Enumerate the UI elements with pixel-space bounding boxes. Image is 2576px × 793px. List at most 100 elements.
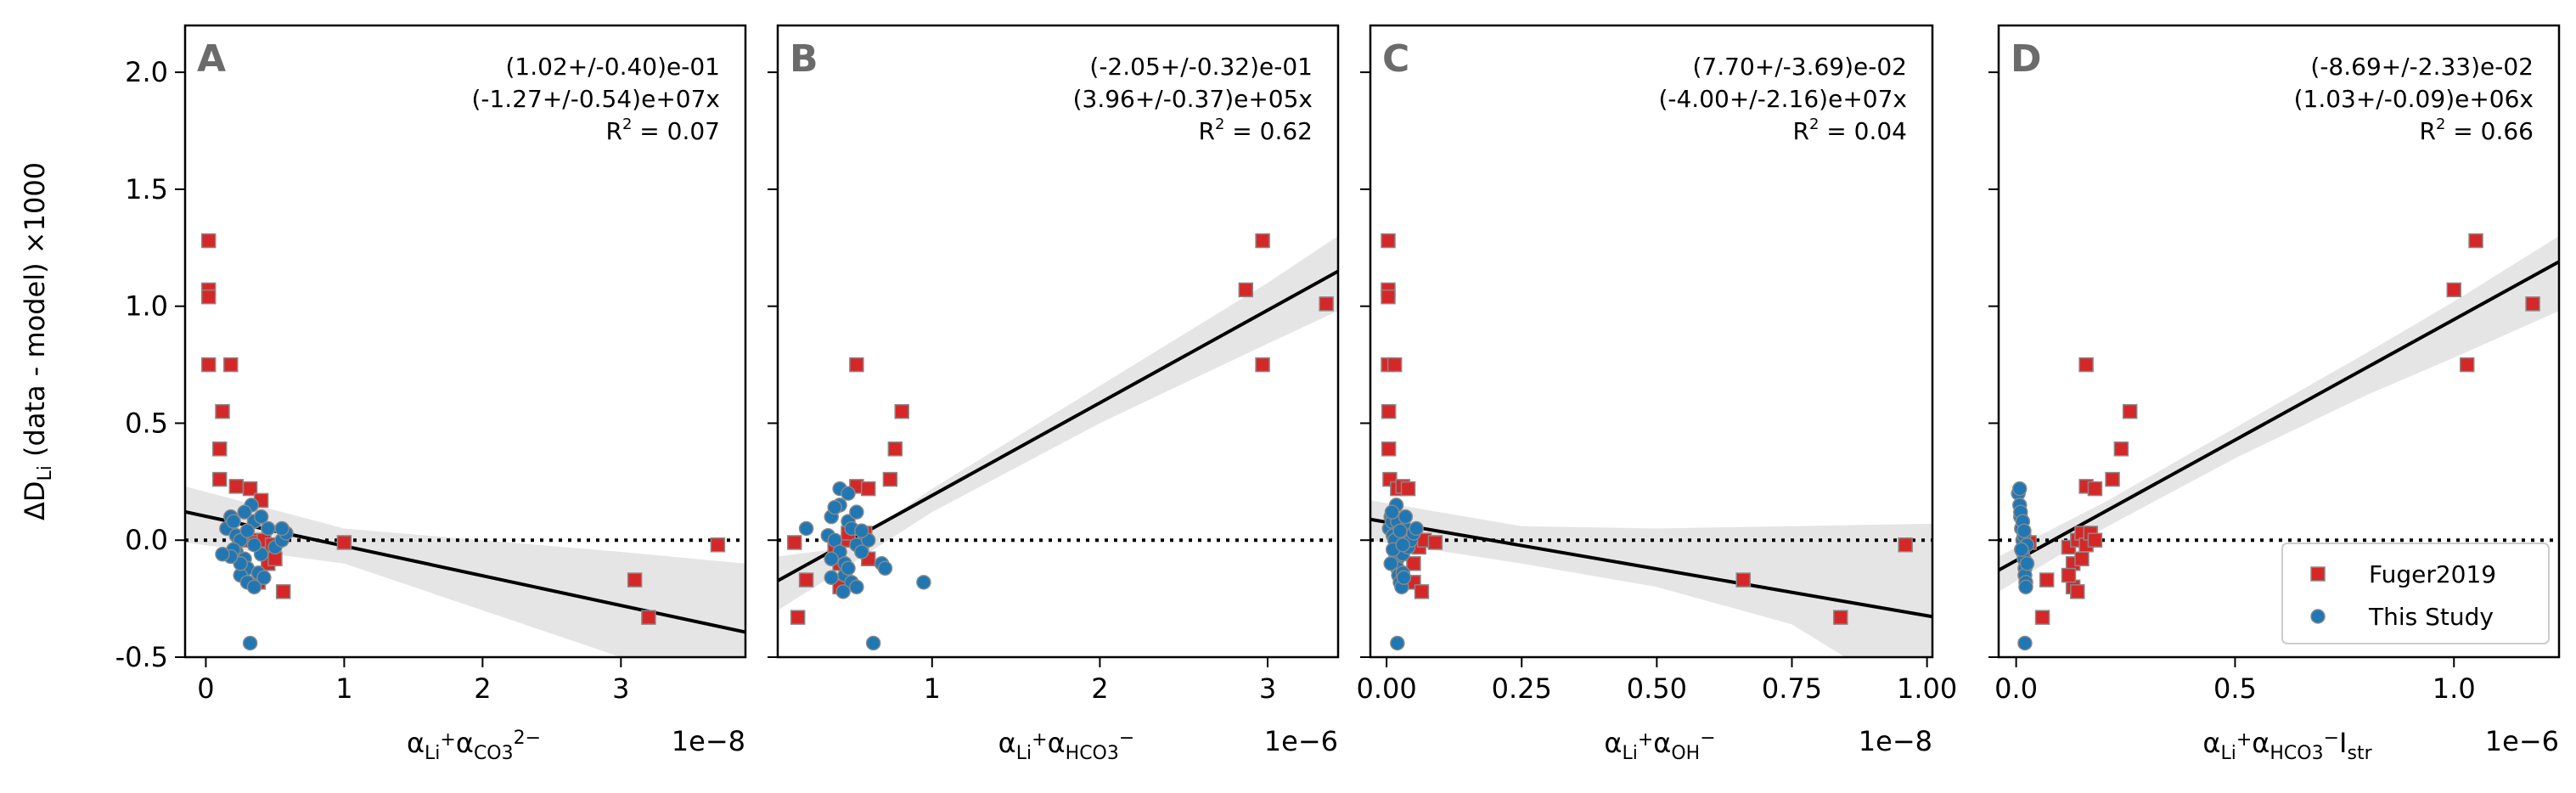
r-squared-text: R2 = 0.62 xyxy=(1198,115,1313,145)
data-point-fuger2019 xyxy=(200,233,217,249)
fit-slope-text: (3.96+/-0.37)e+05x xyxy=(1073,85,1313,113)
data-point-fuger2019 xyxy=(2078,357,2094,373)
x-title-sub: Li xyxy=(425,743,440,764)
x-tick-label: 0.0 xyxy=(1994,672,2038,705)
r-squared-value: = 0.62 xyxy=(1224,117,1313,145)
axes-frame xyxy=(1997,24,2561,659)
x-title-sup-charge: − xyxy=(2324,728,2339,749)
data-point-this-study xyxy=(226,514,241,529)
panel-letter: C xyxy=(1382,37,1409,81)
panel-letter: A xyxy=(197,37,226,81)
fit-slope-text: (-4.00+/-2.16)e+07x xyxy=(1658,85,1907,113)
series-fuger2019 xyxy=(2022,233,2540,625)
axes-frame xyxy=(776,24,1340,659)
r-squared-text: R2 = 0.07 xyxy=(605,115,720,145)
x-tick-label: 3 xyxy=(612,672,629,705)
data-point-this-study xyxy=(2018,579,2033,595)
x-title-sup: + xyxy=(2236,729,2252,751)
legend-marker-fuger2019 xyxy=(2310,566,2326,582)
x-tick-label: 0.25 xyxy=(1492,672,1552,705)
data-point-this-study xyxy=(2019,556,2035,571)
data-point-this-study xyxy=(841,486,856,501)
data-point-this-study xyxy=(877,560,893,576)
x-tick-label: 0.75 xyxy=(1762,672,1822,705)
x-offset-label: 1e−6 xyxy=(1264,725,1338,757)
series-this-study xyxy=(798,481,931,651)
data-point-fuger2019 xyxy=(242,481,258,497)
plot-area xyxy=(185,233,745,657)
r-squared-text: R2 = 0.04 xyxy=(1792,115,1907,145)
data-point-this-study xyxy=(854,523,869,538)
x-offset-label: 1e−6 xyxy=(2485,725,2559,757)
data-point-this-study xyxy=(824,551,839,567)
data-point-this-study xyxy=(253,509,269,525)
x-axis-title: αLi+αOH− xyxy=(1604,727,1715,764)
y-tick-label: 0.0 xyxy=(125,524,168,556)
legend-frame xyxy=(2281,543,2550,644)
x-title-sup-charge: − xyxy=(1700,728,1715,749)
data-point-this-study xyxy=(1395,537,1410,553)
data-point-fuger2019 xyxy=(894,403,909,419)
data-point-fuger2019 xyxy=(1381,233,1396,249)
data-point-fuger2019 xyxy=(200,289,217,305)
fit-intercept-text: (7.70+/-3.69)e-02 xyxy=(1693,53,1908,81)
data-point-fuger2019 xyxy=(2039,572,2055,588)
data-point-fuger2019 xyxy=(882,471,898,487)
fit-intercept-text: (1.02+/-0.40)e-01 xyxy=(506,53,721,81)
confidence-band xyxy=(778,236,1338,610)
data-point-fuger2019 xyxy=(849,357,864,373)
data-point-fuger2019 xyxy=(1400,481,1416,497)
x-title-alpha: α xyxy=(1653,727,1671,759)
r-squared-sup: 2 xyxy=(622,115,632,133)
data-point-fuger2019 xyxy=(627,572,643,588)
x-title-alpha: α xyxy=(407,727,425,759)
x-title-sub: OH xyxy=(1671,743,1700,764)
data-point-fuger2019 xyxy=(1381,289,1396,305)
data-point-fuger2019 xyxy=(1735,572,1751,588)
data-point-fuger2019 xyxy=(860,481,876,497)
legend-label: Fuger2019 xyxy=(2369,560,2496,588)
axes-frame xyxy=(183,24,747,659)
data-point-this-study xyxy=(2017,635,2033,651)
data-point-fuger2019 xyxy=(1898,537,1913,553)
data-point-this-study xyxy=(246,579,262,595)
plot-area xyxy=(1370,233,1932,657)
x-title-sub: Li xyxy=(2220,743,2236,764)
x-tick-label: 1 xyxy=(924,672,941,705)
x-title-sup: + xyxy=(1032,729,1047,751)
data-point-fuger2019 xyxy=(211,471,228,487)
r-squared-value: = 0.66 xyxy=(2445,117,2534,145)
data-point-fuger2019 xyxy=(200,357,217,373)
data-point-this-study xyxy=(827,499,842,515)
data-point-fuger2019 xyxy=(1319,296,1334,312)
x-title-sub: CO xyxy=(474,743,502,764)
data-point-fuger2019 xyxy=(1238,282,1254,298)
fit-intercept-text: (-8.69+/-2.33)e-02 xyxy=(2310,53,2534,81)
x-offset-label: 1e−8 xyxy=(1859,725,1932,757)
r-squared-sup: 2 xyxy=(1215,115,1224,133)
x-tick-label: 2 xyxy=(474,672,491,705)
y-tick-label: 1.0 xyxy=(125,290,168,323)
data-point-fuger2019 xyxy=(2468,233,2483,249)
data-point-fuger2019 xyxy=(2459,357,2475,373)
data-point-fuger2019 xyxy=(2525,296,2540,312)
confidence-band xyxy=(185,486,745,657)
x-title-sub: HCO xyxy=(1066,743,1107,764)
data-point-fuger2019 xyxy=(641,610,656,625)
series-this-study xyxy=(215,498,294,651)
r-squared-R: R xyxy=(1792,117,1808,145)
x-axis-title: αLi+αCO32− xyxy=(407,727,541,764)
data-point-this-study xyxy=(242,635,258,651)
y-tick-label: 2.0 xyxy=(125,56,168,88)
data-point-this-study xyxy=(849,579,864,595)
x-title-alpha: α xyxy=(1604,727,1622,759)
x-offset-label: 1e−8 xyxy=(672,725,745,757)
series-this-study xyxy=(2011,481,2035,651)
data-point-this-study xyxy=(1396,570,1412,586)
fit-intercept-text: (-2.05+/-0.32)e-01 xyxy=(1089,53,1313,81)
data-point-this-study xyxy=(1390,635,1405,651)
x-tick-label: 1 xyxy=(335,672,352,705)
